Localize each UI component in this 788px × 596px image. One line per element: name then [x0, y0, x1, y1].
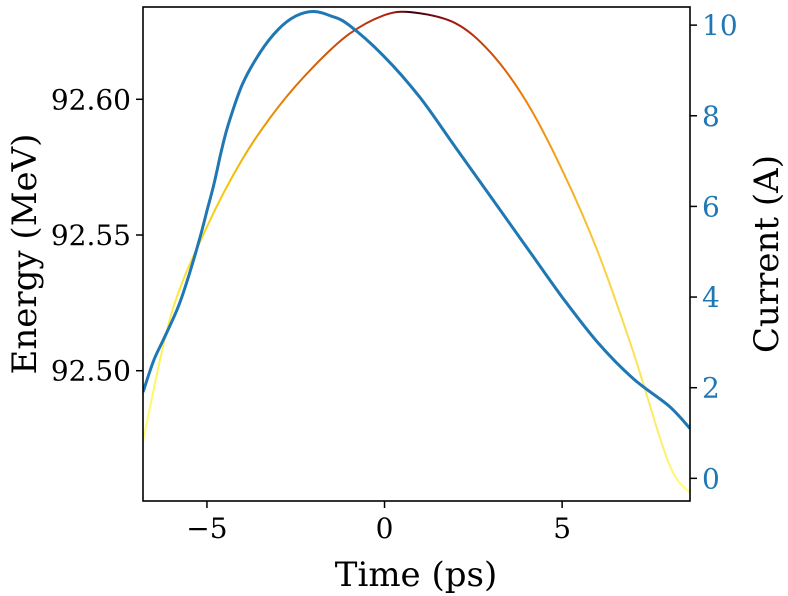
- plot-area: [143, 10, 690, 494]
- y-tick-label: 92.55: [51, 219, 131, 252]
- y-tick-label: 92.60: [51, 83, 131, 116]
- plot-frame: [142, 6, 691, 502]
- x-tick-label: 0: [376, 512, 394, 545]
- y2-tick-label: 6: [702, 190, 720, 223]
- y-tick-label: 92.50: [51, 355, 131, 388]
- x-axis-ticks: −5 0 5: [186, 501, 571, 545]
- y2-tick-label: 8: [702, 100, 720, 133]
- y2-axis-title: Current (A): [747, 155, 787, 353]
- y2-tick-label: 10: [702, 9, 738, 42]
- y-axis-title: Energy (MeV): [5, 134, 45, 375]
- y2-axis-ticks: 0 2 4 6 8 10: [690, 9, 738, 495]
- x-axis-title: Time (ps): [335, 555, 497, 595]
- current-series: [143, 10, 690, 430]
- y2-tick-label: 4: [702, 281, 720, 314]
- y2-tick-label: 0: [702, 462, 720, 495]
- y2-tick-label: 2: [702, 372, 720, 405]
- x-tick-label: −5: [186, 512, 227, 545]
- energy-density-series: [143, 10, 690, 494]
- x-tick-label: 5: [553, 512, 571, 545]
- y-axis-ticks: 92.50 92.55 92.60: [51, 83, 143, 388]
